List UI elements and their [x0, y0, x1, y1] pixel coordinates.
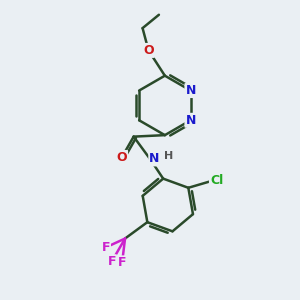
- Text: N: N: [185, 114, 196, 127]
- Text: H: H: [164, 151, 173, 161]
- Text: O: O: [143, 44, 154, 57]
- Text: F: F: [107, 255, 116, 268]
- Text: F: F: [101, 241, 110, 254]
- Text: Cl: Cl: [210, 174, 223, 187]
- Text: O: O: [116, 151, 127, 164]
- Text: F: F: [118, 256, 126, 269]
- Text: N: N: [149, 152, 160, 165]
- Text: N: N: [185, 84, 196, 97]
